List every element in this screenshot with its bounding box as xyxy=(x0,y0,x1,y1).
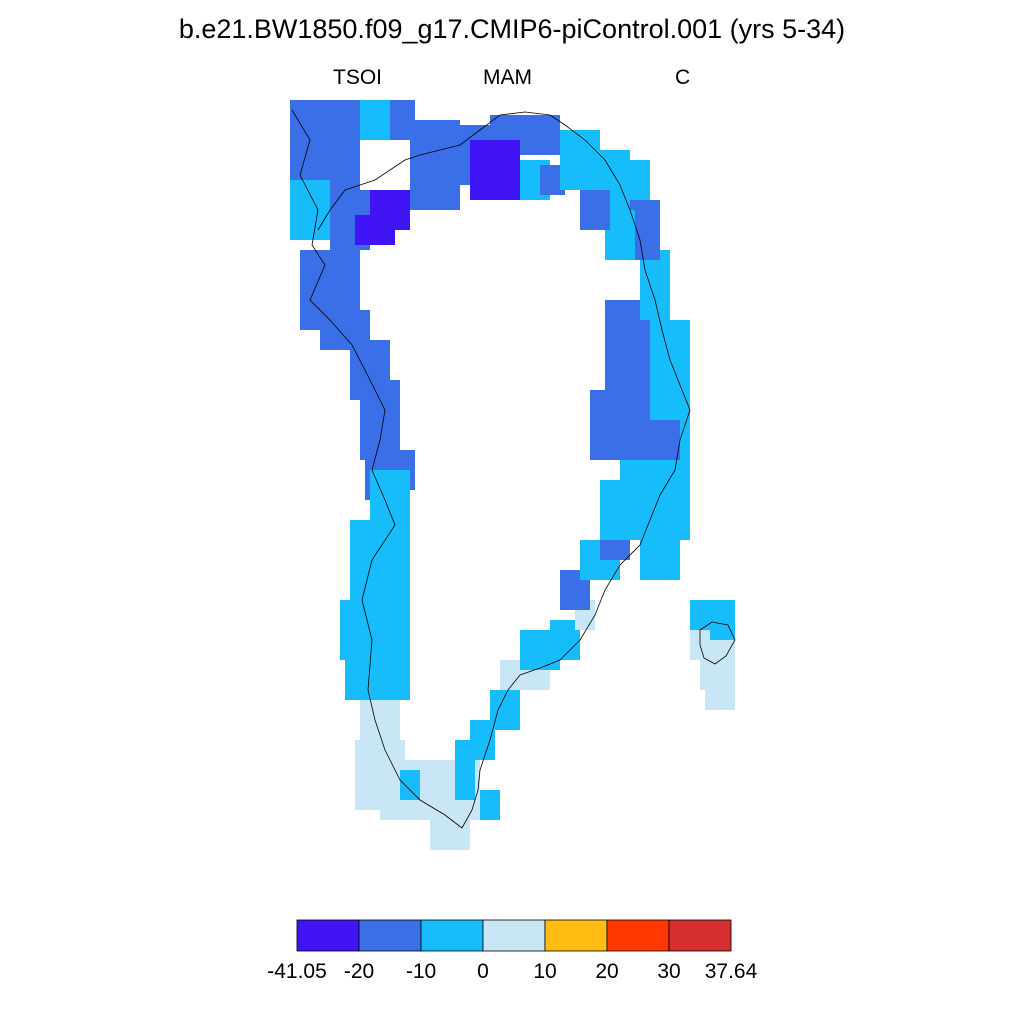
map-title: b.e21.BW1850.f09_g17.CMIP6-piControl.001… xyxy=(178,14,846,44)
grid-cell xyxy=(705,660,735,710)
greenland-coastline xyxy=(291,109,691,829)
grid-cell xyxy=(400,770,420,800)
temperature-cells xyxy=(290,100,735,850)
grid-cell xyxy=(655,560,680,580)
grid-cell xyxy=(360,380,400,460)
grid-cell xyxy=(560,130,600,190)
grid-cell xyxy=(360,100,390,140)
iceland-coastline xyxy=(699,621,736,665)
colorbar-tick-label: 37.64 xyxy=(704,960,758,983)
colorbar-tick-label: 0 xyxy=(477,960,489,983)
grid-cell xyxy=(330,160,360,190)
colorbar-swatch xyxy=(544,919,608,952)
colorbar-swatch xyxy=(668,919,732,952)
grid-cell xyxy=(630,160,650,200)
variable-label: TSOI xyxy=(333,66,383,89)
grid-cell xyxy=(355,215,395,245)
units-label: C xyxy=(675,66,691,89)
grid-cell xyxy=(410,120,460,210)
grid-cell xyxy=(345,660,410,700)
grid-cell xyxy=(340,600,410,660)
grid-cell xyxy=(290,180,330,240)
colorbar-tick-label: -41.05 xyxy=(267,960,327,983)
colorbar-tick-label: 30 xyxy=(657,960,681,983)
grid-cell xyxy=(640,250,670,320)
colorbar xyxy=(296,919,732,952)
coastline xyxy=(291,109,736,829)
colorbar-swatch xyxy=(606,919,670,952)
colorbar-tick-label: -20 xyxy=(343,960,375,983)
grid-cell xyxy=(292,140,322,180)
grid-cell xyxy=(580,190,610,230)
colorbar-swatch xyxy=(296,919,360,952)
colorbar-swatch xyxy=(482,919,546,952)
colorbar-swatch xyxy=(358,919,422,952)
grid-cell xyxy=(680,350,690,440)
colorbar-tick-label: 10 xyxy=(533,960,557,983)
colorbar-swatch xyxy=(420,919,484,952)
colorbar-tick-label: 20 xyxy=(595,960,619,983)
grid-cell xyxy=(530,115,560,155)
season-label: MAM xyxy=(483,66,532,89)
grid-cell xyxy=(470,140,520,200)
grid-cell xyxy=(350,520,410,600)
grid-cell xyxy=(480,790,500,820)
colorbar-tick-label: -10 xyxy=(405,960,437,983)
